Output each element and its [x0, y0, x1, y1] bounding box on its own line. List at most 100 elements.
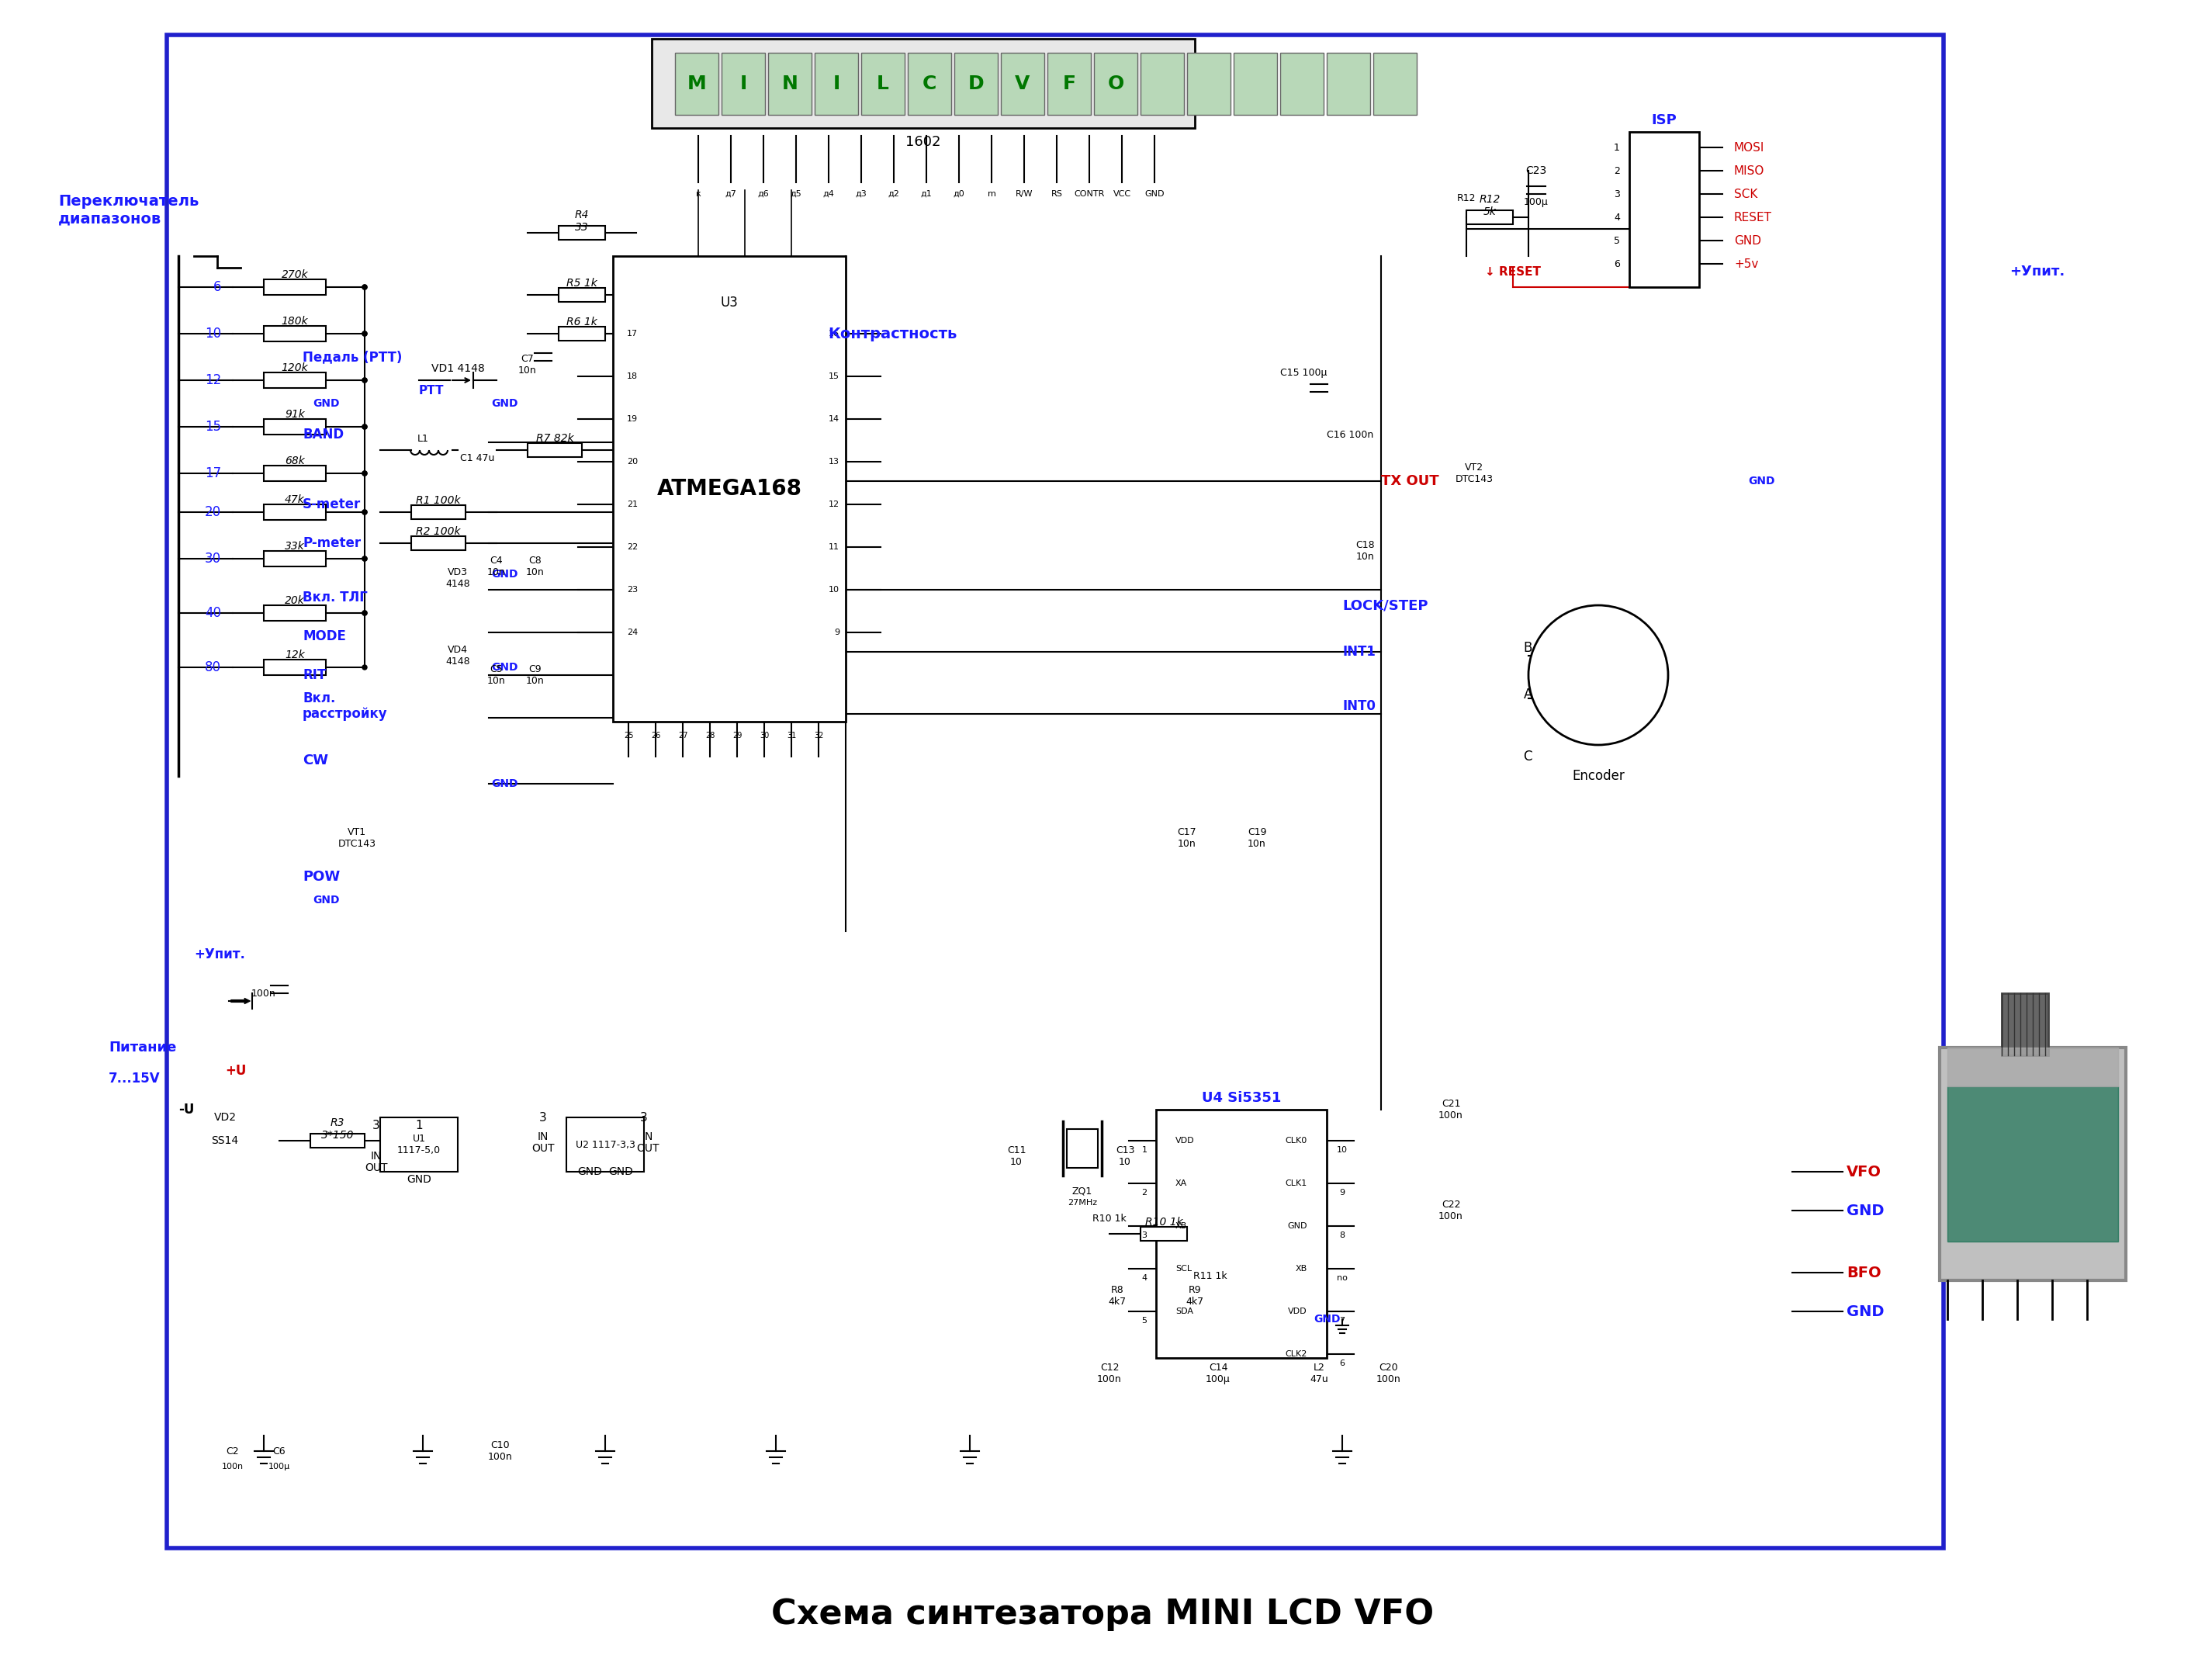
Bar: [265, 660, 326, 675]
Text: 91k: 91k: [284, 408, 304, 420]
Text: C18
10n: C18 10n: [1356, 539, 1376, 561]
Text: д3: д3: [856, 190, 867, 198]
Text: 9: 9: [833, 628, 840, 637]
Text: C2: C2: [227, 1446, 238, 1457]
Text: Питание: Питание: [108, 1040, 176, 1055]
Text: C15 100μ: C15 100μ: [1281, 368, 1327, 378]
Text: no: no: [1336, 1273, 1347, 1282]
Bar: [1001, 52, 1045, 114]
Bar: [379, 1117, 459, 1171]
Text: 6: 6: [214, 281, 221, 294]
Bar: [265, 504, 326, 519]
Text: 27: 27: [677, 732, 688, 739]
Text: Схема синтезатора MINI LCD VFO: Схема синтезатора MINI LCD VFO: [772, 1598, 1433, 1631]
Text: I: I: [833, 74, 840, 92]
Text: 24: 24: [626, 628, 637, 637]
Text: F: F: [1063, 74, 1076, 92]
Text: GND: GND: [313, 895, 340, 906]
Text: 2: 2: [1614, 166, 1621, 176]
Text: U2 1117-3,3: U2 1117-3,3: [576, 1139, 635, 1149]
Text: 33k: 33k: [284, 541, 304, 551]
Bar: [1374, 52, 1418, 114]
Text: XB: XB: [1175, 1221, 1186, 1230]
Text: 180k: 180k: [282, 316, 309, 326]
Text: VD3
4148: VD3 4148: [445, 568, 470, 590]
Bar: [265, 465, 326, 480]
Text: INT1: INT1: [1343, 645, 1376, 659]
Text: C23: C23: [1526, 165, 1546, 176]
Text: BFO: BFO: [1846, 1265, 1881, 1280]
Text: C5
10n: C5 10n: [487, 664, 505, 685]
Text: 3: 3: [540, 1112, 547, 1124]
Text: GND: GND: [609, 1166, 633, 1178]
Bar: [410, 506, 465, 519]
Text: SS14: SS14: [212, 1136, 238, 1146]
Text: C7
10n: C7 10n: [518, 354, 536, 376]
Text: Encoder: Encoder: [1572, 769, 1625, 783]
Text: Вкл.
расстройку: Вкл. расстройку: [302, 690, 388, 721]
Circle shape: [362, 509, 366, 514]
Text: OUT: OUT: [364, 1163, 388, 1173]
Bar: [908, 52, 950, 114]
Text: 10: 10: [205, 326, 220, 341]
Bar: [1094, 52, 1138, 114]
Text: Переключатель
диапазонов: Переключатель диапазонов: [57, 193, 198, 225]
Text: 68k: 68k: [284, 455, 304, 467]
Bar: [265, 279, 326, 296]
Text: 100n: 100n: [223, 1463, 245, 1470]
Circle shape: [362, 286, 366, 289]
Text: V: V: [1014, 74, 1030, 92]
Text: GND: GND: [1314, 1314, 1341, 1324]
Text: GND: GND: [492, 662, 518, 672]
Circle shape: [362, 470, 366, 475]
Text: 3: 3: [639, 1112, 648, 1124]
Text: 1: 1: [1614, 143, 1621, 153]
Text: L: L: [878, 74, 889, 92]
Text: 30: 30: [759, 732, 770, 739]
Text: C8
10n: C8 10n: [527, 556, 545, 578]
Text: д6: д6: [759, 190, 770, 198]
Text: C12
100n: C12 100n: [1098, 1362, 1122, 1384]
Text: U3: U3: [721, 296, 739, 309]
Text: 9: 9: [1338, 1189, 1345, 1196]
Text: 17: 17: [626, 329, 637, 338]
Text: R12
5k: R12 5k: [1480, 193, 1499, 217]
Text: I: I: [739, 74, 747, 92]
Text: CLK1: CLK1: [1286, 1179, 1308, 1188]
Text: GND: GND: [1749, 475, 1775, 487]
Circle shape: [362, 286, 366, 289]
Text: C14
100μ: C14 100μ: [1206, 1362, 1230, 1384]
Text: A: A: [1524, 687, 1532, 702]
Text: R10 1k: R10 1k: [1144, 1216, 1182, 1228]
Text: 23: 23: [626, 586, 637, 593]
Bar: [862, 52, 904, 114]
Text: 15: 15: [205, 420, 220, 433]
Text: GND: GND: [492, 570, 518, 580]
Text: д0: д0: [953, 190, 966, 198]
Text: D: D: [968, 74, 983, 92]
Circle shape: [362, 425, 366, 428]
Text: C17
10n: C17 10n: [1177, 827, 1197, 848]
Text: 18: 18: [626, 373, 637, 380]
Text: 100μ: 100μ: [269, 1463, 291, 1470]
Text: R8
4k7: R8 4k7: [1109, 1285, 1127, 1307]
Text: S-meter: S-meter: [302, 497, 362, 511]
Text: 28: 28: [706, 732, 714, 739]
Text: IN: IN: [642, 1131, 653, 1142]
Circle shape: [362, 425, 366, 428]
Text: к: к: [695, 190, 701, 198]
Text: VD4
4148: VD4 4148: [445, 645, 470, 667]
Text: ISP: ISP: [1652, 113, 1678, 128]
Text: 15: 15: [829, 373, 840, 380]
Bar: [653, 39, 1195, 128]
Text: INT0: INT0: [1343, 699, 1376, 712]
Bar: [1327, 52, 1369, 114]
Text: RS: RS: [1052, 190, 1063, 198]
Text: 2: 2: [1142, 1189, 1147, 1196]
Text: GND: GND: [406, 1174, 432, 1184]
Text: 80: 80: [205, 660, 220, 674]
Text: GND: GND: [492, 778, 518, 790]
Text: POW: POW: [302, 870, 340, 884]
Text: GND: GND: [1846, 1203, 1885, 1218]
Text: R11 1k: R11 1k: [1193, 1272, 1228, 1282]
